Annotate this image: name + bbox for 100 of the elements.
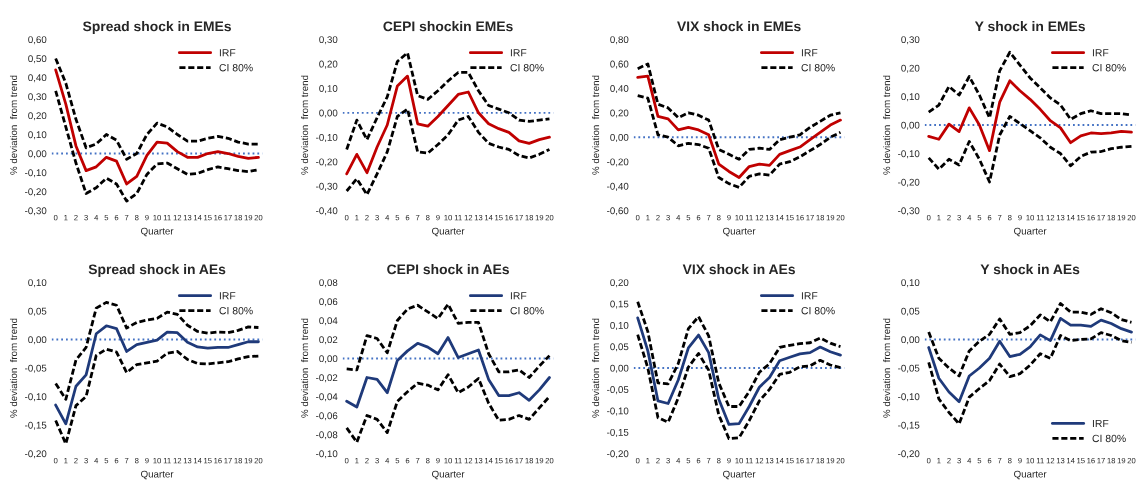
- line-series: [927, 302, 1133, 378]
- y-tick-label: 0,00: [28, 150, 47, 159]
- y-tick-label: -0,20: [898, 178, 920, 187]
- y-tick-label: -0,40: [607, 182, 629, 191]
- y-tick-label: 0,02: [319, 336, 338, 345]
- y-tick-label: -0,10: [316, 133, 338, 142]
- line-series: [54, 57, 260, 161]
- y-tick-label: 0,40: [610, 85, 629, 94]
- y-axis-title: % deviation from trend: [883, 75, 891, 175]
- y-tick-label: 0,20: [28, 112, 47, 121]
- y-tick-label: 0,05: [610, 343, 629, 352]
- y-tick-label: -0,10: [607, 407, 629, 416]
- y-tick-label: -0,20: [607, 158, 629, 167]
- y-tick-label: 0,10: [901, 279, 920, 288]
- line-series: [345, 107, 551, 197]
- legend-label: IRF: [801, 49, 818, 57]
- x-axis-title: Quarter: [723, 470, 756, 480]
- line-series: [927, 331, 1133, 426]
- line-series: [54, 301, 260, 401]
- line-series: [345, 51, 551, 151]
- chart-title: Spread shock in EMEs: [82, 21, 231, 34]
- line-series: [636, 94, 842, 189]
- y-tick-label: 0,80: [610, 36, 629, 45]
- legend-label: CI 80%: [510, 64, 544, 72]
- line-series: [636, 316, 842, 426]
- legend-label: IRF: [1092, 49, 1109, 57]
- y-tick-label: 0,00: [901, 121, 920, 130]
- y-tick-label: -0,20: [25, 188, 47, 197]
- line-series: [345, 373, 551, 444]
- y-tick-label: -0,60: [607, 207, 629, 216]
- x-axis-title: Quarter: [141, 227, 174, 237]
- y-tick-label: 0,20: [610, 279, 629, 288]
- x-axis-title: Quarter: [141, 470, 174, 480]
- y-tick-label: 0,00: [901, 336, 920, 345]
- y-tick-label: 0,00: [610, 133, 629, 142]
- y-tick-label: 0,05: [901, 307, 920, 316]
- y-tick-label: 0,40: [28, 74, 47, 83]
- legend-label: CI 80%: [1092, 434, 1126, 443]
- y-tick-label: -0,30: [25, 207, 47, 216]
- y-tick-label: 0,05: [28, 307, 47, 316]
- line-series: [927, 115, 1133, 184]
- y-axis-title: % deviation from trend: [9, 318, 18, 418]
- y-tick-label: 0,60: [610, 60, 629, 69]
- legend-label: IRF: [219, 49, 236, 57]
- line-series: [54, 347, 260, 446]
- y-tick-label: -0,05: [898, 364, 920, 373]
- legend-label: CI 80%: [219, 64, 253, 72]
- y-tick-label: 0,10: [610, 321, 629, 330]
- y-tick-label: 0,00: [28, 336, 47, 345]
- y-axis-title: % deviation from trend: [592, 75, 600, 175]
- y-tick-label: -0,10: [898, 150, 920, 159]
- y-tick-label: 0,10: [28, 279, 47, 288]
- legend-label: CI 80%: [219, 307, 253, 315]
- chart-title: CEPI shock in AEs: [387, 264, 509, 275]
- legend-label: IRF: [1092, 419, 1109, 428]
- line-series: [636, 333, 842, 440]
- line-series: [636, 300, 842, 408]
- y-tick-label: -0,04: [316, 393, 338, 402]
- y-tick-label: -0,05: [25, 364, 47, 373]
- legend-label: IRF: [219, 292, 236, 300]
- x-axis-title: Quarter: [432, 227, 465, 237]
- y-tick-label: 0,00: [319, 109, 338, 118]
- chart-title: Y shock in EMEs: [974, 21, 1085, 32]
- legend-label: CI 80%: [801, 307, 835, 315]
- y-tick-label: -0,15: [25, 421, 47, 430]
- y-tick-label: -0,15: [898, 421, 920, 430]
- y-tick-label: 0,06: [319, 298, 338, 307]
- y-tick-label: -0,20: [316, 158, 338, 167]
- y-tick-label: 0,30: [319, 36, 338, 45]
- y-tick-label: -0,10: [25, 393, 47, 402]
- x-axis-title: Quarter: [723, 227, 756, 237]
- y-tick-label: 0,60: [28, 36, 47, 45]
- line-series: [345, 74, 551, 176]
- y-tick-label: -0,10: [316, 450, 338, 459]
- x-axis-title: Quarter: [1014, 227, 1047, 237]
- y-tick-label: 0,20: [610, 109, 629, 118]
- y-tick-label: -0,30: [898, 207, 920, 216]
- x-axis-title: Quarter: [432, 470, 465, 480]
- y-tick-label: 0,10: [28, 131, 47, 140]
- y-tick-label: -0,08: [316, 431, 338, 440]
- y-tick-label: 0,15: [610, 300, 629, 309]
- line-series: [927, 79, 1133, 153]
- line-series: [636, 74, 842, 179]
- legend-label: CI 80%: [510, 307, 544, 315]
- y-tick-label: -0,15: [607, 428, 629, 437]
- y-tick-label: -0,06: [316, 412, 338, 421]
- y-tick-label: 0,50: [28, 55, 47, 64]
- y-tick-label: 0,10: [319, 85, 338, 94]
- chart-title: VIX shock in EMEs: [677, 21, 801, 32]
- y-tick-label: -0,20: [25, 450, 47, 459]
- legend-label: IRF: [510, 49, 527, 57]
- legend-label: IRF: [510, 292, 527, 300]
- x-axis-title: Quarter: [1014, 470, 1047, 480]
- line-series: [927, 316, 1133, 404]
- y-tick-label: 0,04: [319, 317, 338, 326]
- y-tick-label: -0,10: [898, 393, 920, 402]
- y-axis-title: % deviation from trend: [300, 75, 309, 175]
- y-tick-label: -0,10: [25, 169, 47, 178]
- line-series: [54, 324, 260, 426]
- y-tick-label: 0,08: [319, 279, 338, 288]
